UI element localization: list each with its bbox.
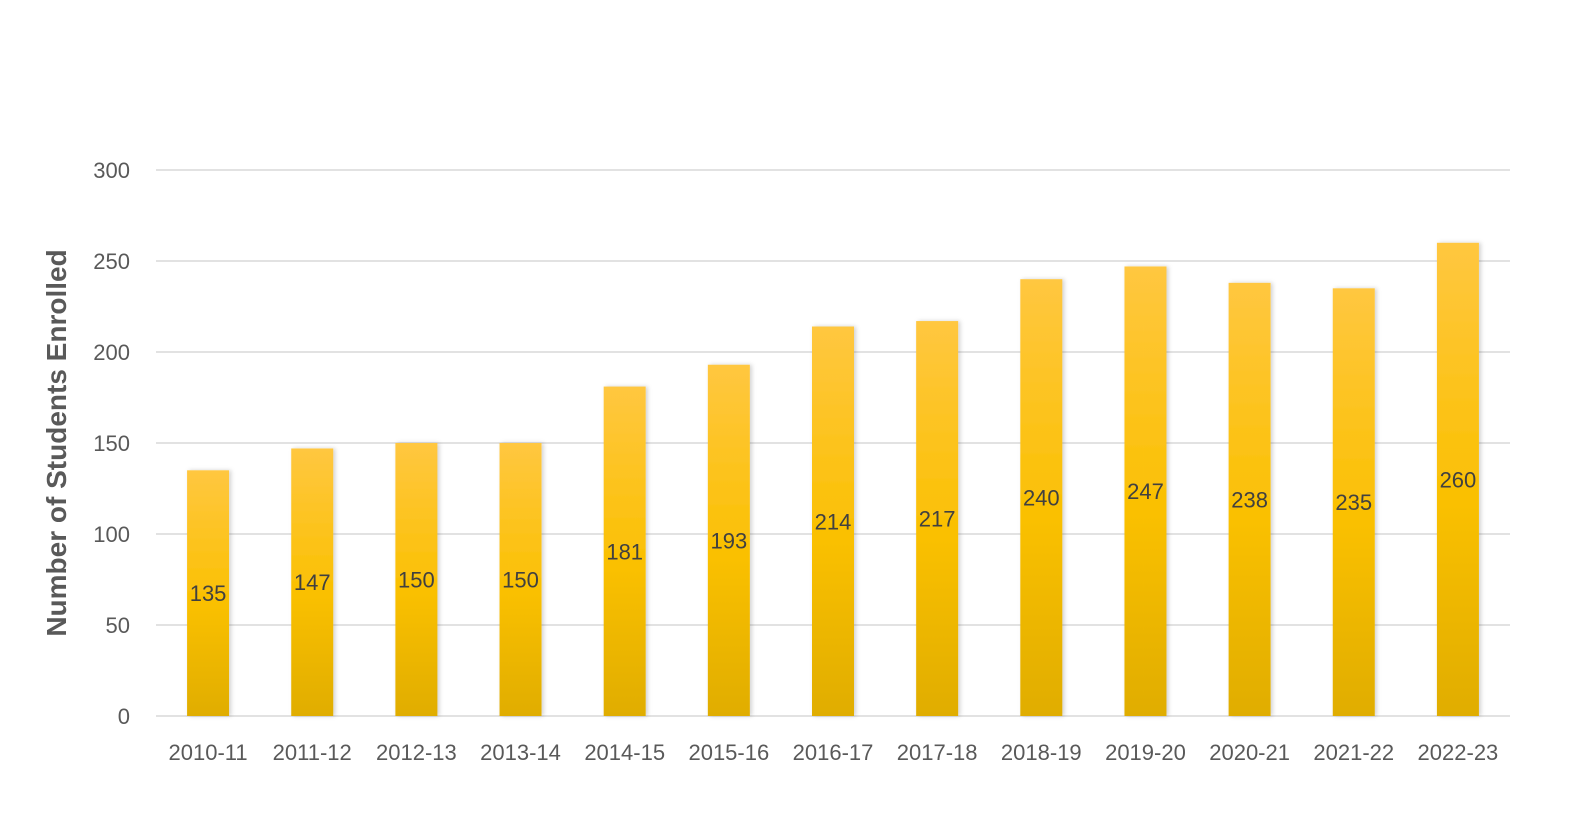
y-tick-label: 200 [93,340,130,365]
data-label: 240 [1023,486,1060,511]
data-label: 214 [815,509,852,534]
data-label: 181 [606,539,643,564]
x-category-label: 2021-22 [1313,740,1394,765]
bar-2018-19 [1020,279,1063,716]
x-category-label: 2020-21 [1209,740,1290,765]
y-axis-ticks: 0 50 100 150 200 250 300 [93,158,130,729]
y-axis-title: Number of Students Enrolled [41,249,72,636]
bar-2010-11 [187,470,230,716]
data-label: 193 [710,528,747,553]
y-tick-label: 300 [93,158,130,183]
y-tick-label: 150 [93,431,130,456]
y-tick-label: 0 [118,704,130,729]
x-category-label: 2014-15 [584,740,665,765]
bar-2016-17 [812,326,854,716]
x-category-label: 2013-14 [480,740,561,765]
data-label: 150 [502,568,539,593]
bar-2014-15 [603,386,646,716]
x-category-label: 2010-11 [169,740,248,765]
bar-2015-16 [707,364,750,716]
x-category-label: 2017-18 [897,740,978,765]
bar-2011-12 [291,448,334,716]
x-category-label: 2015-16 [688,740,769,765]
bar-2022-23 [1436,242,1479,717]
bar-2021-22 [1332,288,1375,716]
data-label: 260 [1440,467,1477,492]
bar-2012-13 [395,443,438,716]
x-category-label: 2011-12 [273,740,352,765]
data-label: 238 [1231,487,1268,512]
x-axis-categories: 2010-11 2011-12 2012-13 2013-14 2014-15 2015-… [169,740,1499,765]
data-label: 150 [398,568,435,593]
x-category-label: 2018-19 [1001,740,1082,765]
data-label: 147 [294,570,331,595]
x-category-label: 2016-17 [793,740,874,765]
data-label: 135 [190,581,227,606]
bar-2013-14 [499,443,542,716]
y-tick-label: 250 [93,249,130,274]
data-label: 217 [919,507,956,532]
bars [187,242,1479,717]
y-tick-label: 50 [106,613,130,638]
x-category-label: 2022-23 [1418,740,1499,765]
bar-2020-21 [1228,282,1271,716]
bar-2019-20 [1124,266,1167,716]
data-label: 235 [1335,490,1372,515]
data-label: 247 [1127,479,1164,504]
x-category-label: 2012-13 [376,740,457,765]
bar-2017-18 [916,321,959,716]
y-tick-label: 100 [93,522,130,547]
data-labels: 135 147 150 150 181 193 214 217 240 247 238 235 260 [190,467,1477,606]
x-category-label: 2019-20 [1105,740,1186,765]
